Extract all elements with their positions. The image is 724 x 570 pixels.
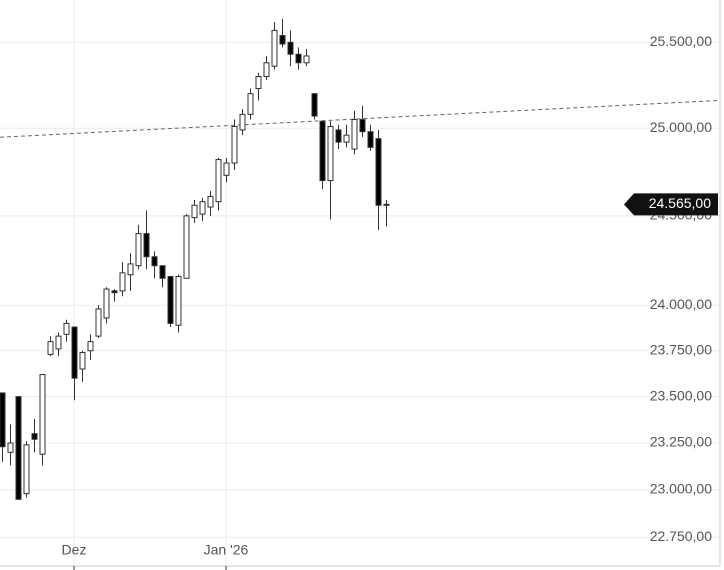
candle-body — [367, 131, 374, 148]
candle-body — [327, 125, 334, 182]
candle-body — [319, 120, 326, 182]
candle-body — [159, 265, 166, 279]
candle-body — [263, 62, 270, 77]
candle-body — [183, 215, 190, 279]
y-tick-label: 23.250,00 — [650, 434, 712, 450]
y-tick-label: 23.500,00 — [650, 387, 712, 403]
candle-body — [255, 75, 262, 89]
candle-body — [23, 444, 30, 495]
candle-body — [71, 326, 78, 379]
candle-body — [199, 201, 206, 215]
candle-body — [239, 113, 246, 131]
candle-body — [127, 263, 134, 276]
candle-body — [87, 341, 94, 352]
y-tick-label: 23.750,00 — [650, 341, 712, 357]
candle-body — [287, 41, 294, 55]
candle-body — [231, 125, 238, 164]
candle-body — [167, 275, 174, 324]
candle-body — [55, 335, 62, 350]
candle-body — [47, 341, 54, 355]
y-tick-label: 24.000,00 — [650, 296, 712, 312]
candle-body — [351, 119, 358, 150]
candle-body — [79, 352, 86, 370]
candle-body — [135, 233, 142, 267]
candle-body — [63, 322, 70, 335]
candle-body — [375, 138, 382, 206]
y-tick-label: 25.000,00 — [650, 119, 712, 135]
candle-body — [207, 195, 214, 208]
last-price-tag — [624, 193, 718, 216]
trendline — [0, 99, 721, 138]
y-tick-label: 22.750,00 — [650, 528, 712, 544]
candle-body — [247, 93, 254, 115]
candle-body — [335, 129, 342, 143]
candle-body — [311, 93, 318, 117]
candle-body — [7, 442, 14, 453]
candle-body — [39, 374, 46, 455]
candle-body — [303, 55, 310, 64]
candle-body — [295, 53, 302, 64]
candle-body — [95, 308, 102, 337]
candle-body — [111, 290, 118, 294]
candle-body — [175, 275, 182, 326]
candle-body — [215, 159, 222, 203]
x-tick-label: Jan '26 — [204, 542, 249, 558]
candle-body — [0, 392, 6, 448]
y-tick-label: 25.500,00 — [650, 33, 712, 49]
candle-body — [191, 204, 198, 219]
candle-body — [103, 288, 110, 319]
candle-body — [359, 119, 366, 133]
candle-body — [279, 35, 286, 45]
last-price-label: 24.565,00 — [649, 195, 711, 211]
candle-body — [223, 162, 230, 176]
candle-body — [383, 203, 390, 206]
candle-body — [143, 233, 150, 258]
x-tick-label: Dez — [62, 542, 87, 558]
y-tick-label: 23.000,00 — [650, 481, 712, 497]
candle-body — [151, 256, 158, 267]
candle-body — [15, 396, 22, 500]
candle-body — [343, 134, 350, 143]
candle-body — [31, 433, 38, 440]
candle-body — [119, 272, 126, 292]
candle-body — [271, 29, 278, 67]
